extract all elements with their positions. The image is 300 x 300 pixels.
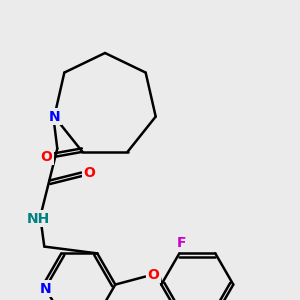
Text: O: O: [83, 166, 95, 180]
Text: O: O: [147, 268, 159, 282]
Text: NH: NH: [27, 212, 50, 226]
Text: N: N: [49, 110, 60, 124]
Text: F: F: [177, 236, 186, 250]
Text: N: N: [40, 282, 51, 296]
Text: O: O: [40, 150, 52, 164]
